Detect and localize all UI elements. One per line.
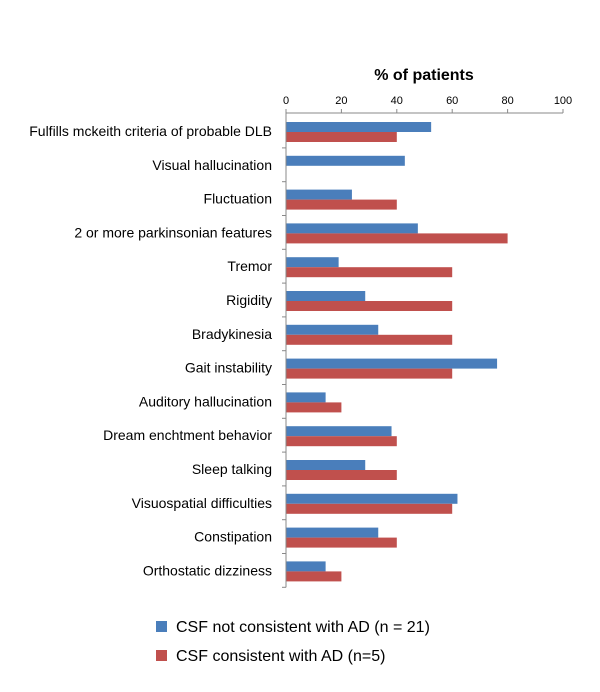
bar-consistent <box>286 436 397 447</box>
category-label: Gait instability <box>185 360 272 376</box>
x-tick-label: 20 <box>335 95 347 107</box>
legend-swatch <box>156 650 167 661</box>
bar-consistent <box>286 402 342 413</box>
category-label: Orthostatic dizziness <box>143 562 272 578</box>
bar-not-consistent <box>286 122 432 132</box>
bar-consistent <box>286 334 453 345</box>
bar-not-consistent <box>286 291 366 301</box>
category-label: Rigidity <box>226 292 272 308</box>
category-label: Bradykinesia <box>192 326 272 342</box>
bar-not-consistent <box>286 223 418 234</box>
category-label: Visual hallucination <box>152 157 272 173</box>
bar-not-consistent <box>286 493 458 504</box>
x-axis: 0 20 40 60 80 100 <box>282 95 572 588</box>
bar-not-consistent <box>286 358 498 369</box>
bars-group <box>286 122 508 582</box>
bar-consistent <box>286 470 397 480</box>
x-tick-label: 80 <box>501 95 513 107</box>
bar-not-consistent <box>286 561 326 572</box>
bar-not-consistent <box>286 426 392 437</box>
x-tick-label: 40 <box>391 95 403 107</box>
bar-consistent <box>286 233 508 244</box>
category-labels: Fulfills mckeith criteria of probable DL… <box>29 123 272 578</box>
bar-consistent <box>286 503 453 514</box>
category-label: Sleep talking <box>192 461 272 477</box>
bar-not-consistent <box>286 189 352 200</box>
legend-swatch <box>156 621 167 632</box>
category-label: Constipation <box>194 529 272 545</box>
bar-consistent <box>286 571 342 582</box>
category-label: Tremor <box>227 258 272 274</box>
category-label: Auditory hallucination <box>139 393 272 409</box>
x-tick-label: 100 <box>554 95 572 107</box>
bar-consistent <box>286 132 397 142</box>
category-label: 2 or more parkinsonian features <box>74 224 272 240</box>
x-tick-label: 0 <box>283 95 289 107</box>
bar-not-consistent <box>286 155 405 166</box>
bar-consistent <box>286 301 453 311</box>
legend-label: CSF not consistent with AD (n = 21) <box>176 619 430 636</box>
bar-consistent <box>286 199 397 210</box>
legend-label: CSF consistent with AD (n=5) <box>176 648 385 665</box>
bar-not-consistent <box>286 257 339 268</box>
category-label: Fulfills mckeith criteria of probable DL… <box>29 123 272 139</box>
bar-not-consistent <box>286 392 326 403</box>
legend: CSF not consistent with AD (n = 21) CSF c… <box>156 619 430 665</box>
bar-not-consistent <box>286 324 379 335</box>
x-axis-title: % of patients <box>374 67 474 84</box>
bar-not-consistent <box>286 460 366 470</box>
bar-not-consistent <box>286 527 379 538</box>
category-label: Dream enchtment behavior <box>103 427 272 443</box>
bar-consistent <box>286 368 453 379</box>
category-label: Visuospatial difficulties <box>132 495 272 511</box>
bar-consistent <box>286 537 397 548</box>
bar-consistent <box>286 267 453 278</box>
category-label: Fluctuation <box>204 191 272 207</box>
x-tick-label: 60 <box>446 95 458 107</box>
